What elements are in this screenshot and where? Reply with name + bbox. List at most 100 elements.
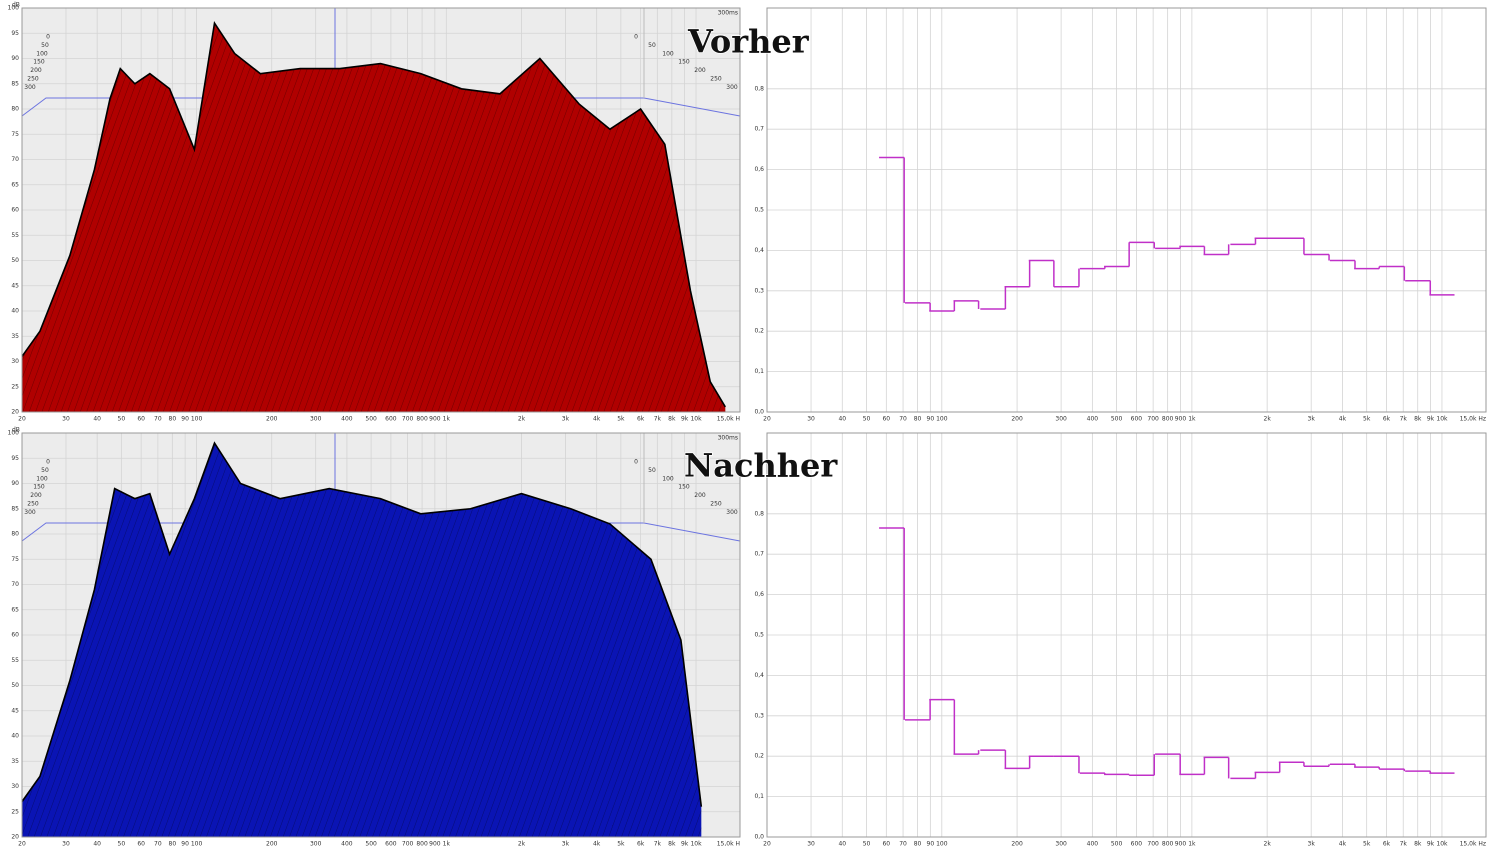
y-tick-label: 35 — [11, 333, 19, 340]
chart-title: Nachher — [684, 447, 838, 485]
x-tick-label: 30 — [62, 841, 70, 847]
x-tick-label: 400 — [1087, 841, 1099, 847]
x-tick-label: 60 — [882, 416, 890, 423]
z-tick-label: 150 — [678, 484, 690, 491]
z-tick-label: 0 — [46, 459, 50, 466]
z-tick-label: 50 — [648, 467, 656, 474]
x-tick-label: 15,0k Hz — [1460, 416, 1486, 423]
z-tick-label: 150 — [678, 59, 690, 66]
y-tick-label: 0,3 — [754, 287, 764, 294]
y-tick-label: 100 — [8, 430, 20, 437]
z-tick-label: 0 — [634, 34, 638, 41]
z-tick-label: 100 — [36, 475, 48, 482]
x-tick-label: 2k — [1264, 416, 1272, 423]
x-tick-label: 9k — [1427, 841, 1435, 847]
x-tick-label: 5k — [617, 841, 625, 847]
y-tick-label: 45 — [11, 707, 19, 714]
y-tick-label: 0,8 — [754, 85, 764, 92]
y-tick-label: 25 — [11, 808, 19, 815]
y-tick-label: 20 — [11, 409, 19, 416]
x-tick-label: 30 — [807, 841, 815, 847]
x-tick-label: 600 — [385, 416, 397, 423]
x-tick-label: 6k — [637, 841, 645, 847]
z-axis-label: 300ms — [718, 435, 738, 442]
x-tick-label: 4k — [1339, 416, 1347, 423]
x-tick-label: 800 — [1162, 841, 1174, 847]
x-tick-label: 50 — [118, 416, 126, 423]
x-tick-label: 200 — [266, 416, 278, 423]
plot-frame — [21, 7, 741, 413]
x-tick-label: 7k — [1400, 416, 1408, 423]
x-tick-label: 3k — [1308, 841, 1316, 847]
x-tick-label: 20 — [763, 416, 771, 423]
x-tick-label: 300 — [1055, 841, 1067, 847]
x-tick-label: 200 — [266, 841, 278, 847]
x-tick-label: 600 — [1131, 841, 1143, 847]
x-tick-label: 2k — [1264, 841, 1272, 847]
y-tick-label: 0,3 — [754, 712, 764, 719]
x-tick-label: 200 — [1011, 841, 1023, 847]
y-tick-label: 80 — [11, 531, 19, 538]
z-tick-label: 100 — [662, 50, 674, 57]
x-tick-label: 90 — [927, 416, 935, 423]
x-tick-label: 800 — [416, 841, 428, 847]
x-tick-label: 4k — [593, 841, 601, 847]
y-tick-label: 90 — [11, 480, 19, 487]
x-tick-label: 500 — [1111, 841, 1123, 847]
x-tick-label: 10k — [690, 841, 702, 847]
x-tick-label: 100 — [936, 841, 948, 847]
y-tick-label: 75 — [11, 131, 19, 138]
y-tick-label: 35 — [11, 758, 19, 765]
z-tick-label: 150 — [33, 484, 45, 491]
x-tick-label: 100 — [191, 841, 203, 847]
x-tick-label: 80 — [914, 841, 922, 847]
y-tick-label: 0,6 — [754, 591, 764, 598]
x-tick-label: 90 — [181, 841, 189, 847]
y-tick-label: 50 — [11, 257, 19, 264]
y-tick-label: 100 — [8, 5, 20, 12]
z-tick-label: 200 — [30, 492, 42, 499]
x-tick-label: 500 — [1111, 416, 1123, 423]
x-tick-label: 200 — [1011, 416, 1023, 423]
y-tick-label: 0,7 — [754, 126, 764, 133]
x-tick-label: 50 — [863, 416, 871, 423]
x-tick-label: 15,0k H — [717, 841, 740, 847]
y-tick-label: 50 — [11, 682, 19, 689]
x-tick-label: 900 — [429, 841, 441, 847]
x-tick-label: 7k — [654, 841, 662, 847]
x-tick-label: 6k — [1383, 841, 1391, 847]
x-tick-label: 9k — [1427, 416, 1435, 423]
x-tick-label: 90 — [181, 416, 189, 423]
x-tick-label: 80 — [169, 841, 177, 847]
y-tick-label: 85 — [11, 80, 19, 87]
y-tick-label: 90 — [11, 55, 19, 62]
area-texture — [22, 443, 702, 837]
x-tick-label: 700 — [1147, 841, 1159, 847]
plot-frame — [21, 432, 741, 838]
y-tick-label: 55 — [11, 232, 19, 239]
y-tick-label: 55 — [11, 657, 19, 664]
x-tick-label: 70 — [899, 416, 907, 423]
y-tick-label: 65 — [11, 181, 19, 188]
x-tick-label: 40 — [93, 416, 101, 423]
x-tick-label: 2k — [518, 841, 526, 847]
x-tick-label: 9k — [681, 416, 689, 423]
y-tick-label: 0,5 — [754, 207, 764, 214]
y-tick-label: 40 — [11, 308, 19, 315]
y-tick-label: 65 — [11, 606, 19, 613]
x-tick-label: 600 — [385, 841, 397, 847]
x-tick-label: 40 — [838, 416, 846, 423]
y-tick-label: 85 — [11, 505, 19, 512]
z-tick-label: 50 — [41, 42, 49, 49]
x-tick-label: 20 — [18, 416, 26, 423]
x-tick-label: 900 — [1175, 841, 1187, 847]
z-tick-label: 0 — [634, 459, 638, 466]
x-tick-label: 700 — [402, 841, 414, 847]
x-tick-label: 20 — [763, 841, 771, 847]
z-tick-label: 300 — [726, 84, 738, 91]
x-tick-label: 15,0k H — [717, 416, 740, 423]
area-texture — [22, 23, 726, 413]
x-tick-label: 70 — [899, 841, 907, 847]
x-tick-label: 60 — [882, 841, 890, 847]
